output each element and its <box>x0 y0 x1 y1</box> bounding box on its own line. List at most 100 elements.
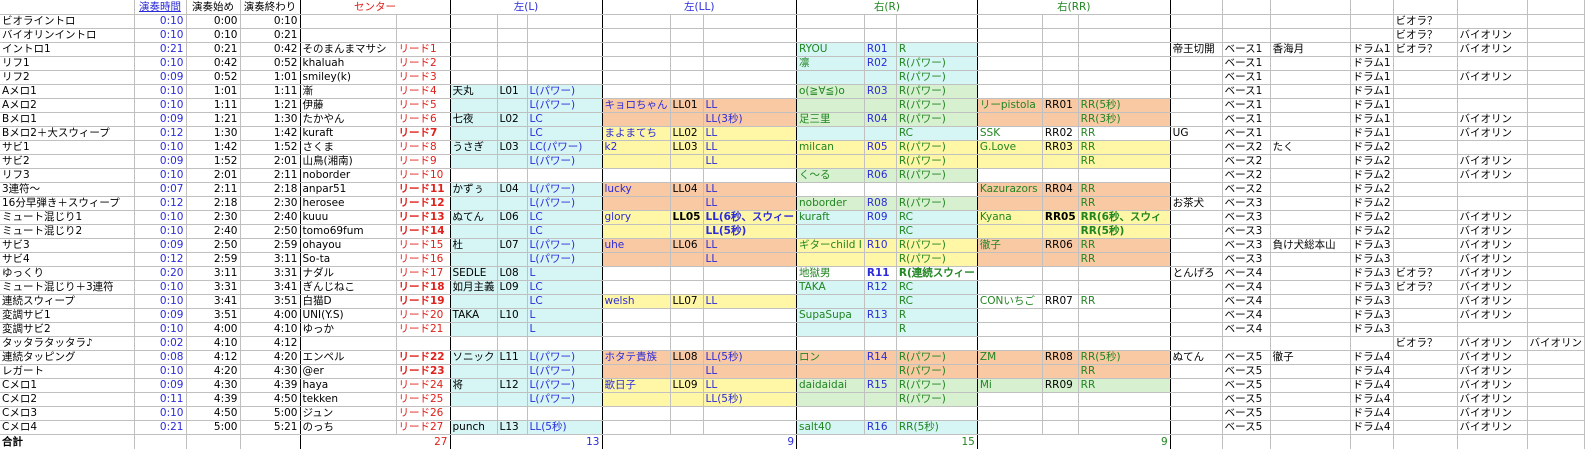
left-l-role[interactable]: L(パワー) <box>527 364 603 379</box>
left-ll-role[interactable] <box>703 266 797 281</box>
left-l-code[interactable]: L06 <box>497 210 528 225</box>
left-ll-player[interactable]: lucky <box>602 182 671 197</box>
left-ll-player[interactable] <box>602 266 671 281</box>
part-name[interactable]: 変調サビ2 <box>0 322 135 337</box>
right-rr-code[interactable] <box>1042 336 1079 351</box>
right-r-code[interactable]: R12 <box>864 280 897 295</box>
left-l-player[interactable]: うさぎ <box>450 140 498 155</box>
left-ll-player[interactable] <box>602 112 671 127</box>
extra-x1[interactable] <box>1170 252 1223 267</box>
right-rr-role[interactable] <box>1078 406 1171 421</box>
extra-x6[interactable] <box>1457 14 1528 29</box>
extra-x7[interactable] <box>1527 294 1586 309</box>
extra-x3[interactable] <box>1270 154 1351 169</box>
extra-x5[interactable] <box>1393 420 1458 435</box>
extra-x6[interactable]: バイオリン <box>1457 350 1528 365</box>
center-role[interactable]: リード24 <box>396 378 451 393</box>
left-l-role[interactable] <box>527 28 603 43</box>
left-ll-role[interactable]: LL(5秒) <box>703 224 797 239</box>
center-role[interactable]: リード26 <box>396 406 451 421</box>
left-l-role[interactable]: L <box>527 266 603 281</box>
left-l-role[interactable]: L(パワー) <box>527 238 603 253</box>
right-r-player[interactable] <box>796 252 865 267</box>
extra-x5[interactable] <box>1393 210 1458 225</box>
start-time[interactable]: 2:01 <box>186 168 241 183</box>
right-r-player[interactable] <box>796 182 865 197</box>
left-l-code[interactable]: L01 <box>497 84 528 99</box>
extra-x1[interactable] <box>1170 14 1223 29</box>
extra-x2[interactable]: ベース1 <box>1222 98 1271 113</box>
duration[interactable]: 0:10 <box>134 56 187 71</box>
center-role[interactable] <box>396 14 451 29</box>
right-r-role[interactable]: R(パワー) <box>896 378 978 393</box>
left-ll-code[interactable]: LL03 <box>670 140 704 155</box>
left-l-player[interactable] <box>450 154 498 169</box>
right-r-player[interactable]: salt40 <box>796 420 865 435</box>
left-ll-role[interactable] <box>703 28 797 43</box>
right-rr-code[interactable] <box>1042 280 1079 295</box>
extra-x2[interactable]: ベース5 <box>1222 406 1271 421</box>
left-ll-code[interactable] <box>670 392 704 407</box>
center-player[interactable]: UNI(Y.S) <box>300 308 397 323</box>
left-l-player[interactable] <box>450 98 498 113</box>
extra-x7[interactable]: バイオリン <box>1527 336 1586 351</box>
right-r-code[interactable] <box>864 364 897 379</box>
extra-x5[interactable] <box>1393 308 1458 323</box>
right-rr-code[interactable] <box>1042 112 1079 127</box>
right-rr-role[interactable] <box>1078 14 1171 29</box>
right-r-player[interactable]: noborder <box>796 196 865 211</box>
left-l-code[interactable]: L11 <box>497 350 528 365</box>
extra-x5[interactable]: ビオラ？ <box>1393 14 1458 29</box>
extra-x3[interactable] <box>1270 406 1351 421</box>
extra-x4[interactable]: ドラム1 <box>1350 56 1394 71</box>
left-l-player[interactable] <box>450 168 498 183</box>
extra-x2[interactable] <box>1222 28 1271 43</box>
extra-x1[interactable]: とんげろ <box>1170 266 1223 281</box>
extra-x4[interactable]: ドラム3 <box>1350 266 1394 281</box>
extra-x7[interactable] <box>1527 322 1586 337</box>
extra-x7[interactable] <box>1527 112 1586 127</box>
extra-x7[interactable] <box>1527 84 1586 99</box>
extra-x3[interactable]: 負け犬総本山 <box>1270 238 1351 253</box>
extra-x6[interactable]: バイオリン <box>1457 364 1528 379</box>
left-ll-code[interactable] <box>670 280 704 295</box>
right-r-player[interactable] <box>796 70 865 85</box>
left-l-role[interactable]: L(パワー) <box>527 182 603 197</box>
extra-x1[interactable] <box>1170 322 1223 337</box>
right-rr-code[interactable]: RR06 <box>1042 238 1079 253</box>
part-name[interactable]: Aメロ1 <box>0 84 135 99</box>
left-l-player[interactable]: かずぅ <box>450 182 498 197</box>
end-time[interactable]: 2:50 <box>240 224 301 239</box>
right-r-role[interactable] <box>896 406 978 421</box>
left-ll-role[interactable]: LL(5秒) <box>703 392 797 407</box>
left-l-code[interactable] <box>497 364 528 379</box>
extra-x6[interactable]: バイオリン <box>1457 210 1528 225</box>
right-rr-player[interactable]: Kyana <box>977 210 1043 225</box>
extra-x2[interactable]: ベース3 <box>1222 210 1271 225</box>
right-rr-player[interactable] <box>977 252 1043 267</box>
right-r-total[interactable]: 15 <box>796 434 978 449</box>
part-name[interactable]: Cメロ1 <box>0 378 135 393</box>
center-role[interactable]: リード9 <box>396 154 451 169</box>
left-l-player[interactable]: punch <box>450 420 498 435</box>
left-l-code[interactable]: L12 <box>497 378 528 393</box>
center-role[interactable]: リード3 <box>396 70 451 85</box>
left-l-player[interactable]: 将 <box>450 378 498 393</box>
left-ll-code[interactable] <box>670 154 704 169</box>
extra-x3[interactable] <box>1270 266 1351 281</box>
center-total[interactable]: 27 <box>300 434 451 449</box>
left-ll-role[interactable]: LL <box>703 154 797 169</box>
part-name[interactable]: 変調サビ1 <box>0 308 135 323</box>
left-ll-code[interactable] <box>670 322 704 337</box>
end-time[interactable]: 4:39 <box>240 378 301 393</box>
left-l-code[interactable] <box>497 224 528 239</box>
extra-x1[interactable] <box>1170 28 1223 43</box>
part-name[interactable]: イントロ1 <box>0 42 135 57</box>
extra-x7[interactable] <box>1527 224 1586 239</box>
extra-x7[interactable] <box>1527 210 1586 225</box>
left-ll-player[interactable] <box>602 28 671 43</box>
center-player[interactable]: ohayou <box>300 238 397 253</box>
extra-x2[interactable]: ベース5 <box>1222 350 1271 365</box>
extra-x1[interactable] <box>1170 280 1223 295</box>
left-l-player[interactable] <box>450 70 498 85</box>
